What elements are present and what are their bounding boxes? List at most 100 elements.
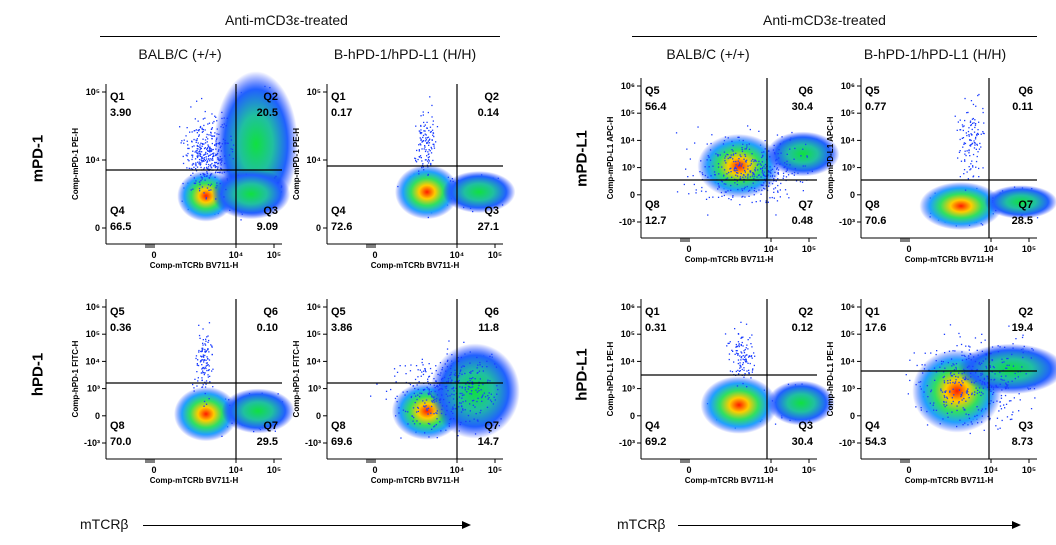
quadrant-name: Q7	[798, 199, 813, 211]
x-tick-label: 10⁴	[229, 465, 243, 475]
quadrant-name: Q1	[865, 306, 880, 318]
quadrant-percent: 0.48	[792, 215, 813, 227]
x-tick-label: 0	[151, 465, 156, 475]
quadrant-percent: 0.77	[865, 101, 886, 113]
quadrant-percent: 72.6	[331, 221, 352, 233]
y-tick-label: 10³	[622, 384, 635, 394]
quadrant-percent: 14.7	[478, 436, 499, 448]
y-axis-title: Comp-hPD-L1 PE-H	[826, 341, 835, 416]
quadrant-name: Q8	[645, 199, 660, 211]
quadrant-percent: 69.6	[331, 436, 352, 448]
quadrant-percent: 19.4	[1012, 322, 1034, 334]
density-peak	[700, 376, 778, 434]
density-peak	[430, 343, 520, 439]
quadrant-name: Q3	[798, 420, 813, 432]
row-label-hpdl1: hPD-L1	[573, 348, 591, 401]
quadrant-percent: 70.0	[110, 436, 131, 448]
quadrant-percent: 8.73	[1012, 436, 1033, 448]
y-tick-label: 10⁴	[86, 356, 100, 366]
density-peak	[211, 168, 291, 220]
quadrant-percent: 0.17	[331, 107, 352, 119]
x-axis-title: Comp-mTCRb BV711-H	[150, 261, 239, 270]
y-tick-label: 10⁴	[621, 356, 635, 366]
y-tick-label: 0	[630, 190, 635, 200]
flow-plot-hpd1-balbc: Q5 0.36 Q6 0.10 Q8 70.0 Q7 29.5 0 10⁴ 10⁵ 10⁶ 10⁵ 10⁴…	[71, 299, 295, 485]
y-tick-label: 10⁵	[621, 329, 635, 339]
y-axis-title: Comp-mPD-1 PE-H	[292, 128, 301, 200]
column-header-balbc-right: BALB/C (+/+)	[666, 46, 750, 62]
y-tick-label: -10³	[619, 438, 635, 448]
x-tick-label: 10⁵	[802, 244, 816, 254]
x-axis-arrowhead-right	[1012, 521, 1021, 529]
quadrant-percent: 0.31	[645, 322, 666, 334]
x-tick-label: 10⁴	[450, 250, 464, 260]
quadrant-percent: 29.5	[257, 436, 278, 448]
quadrant-name: Q5	[865, 85, 880, 97]
y-tick-label: 10³	[842, 384, 855, 394]
density-peak	[766, 131, 840, 177]
quadrant-name: Q8	[331, 420, 346, 432]
x-axis-arrowhead-left	[462, 521, 471, 529]
y-tick-label: 10⁶	[621, 81, 635, 91]
y-tick-label: 10⁵	[307, 87, 321, 97]
quadrant-name: Q4	[865, 420, 881, 432]
y-axis-title: Comp-mPD-L1 APC-H	[606, 116, 615, 199]
event-cloud	[905, 324, 1036, 435]
y-tick-label: 0	[850, 190, 855, 200]
plot-area	[700, 321, 835, 434]
x-tick-label: 0	[906, 244, 911, 254]
quadrant-percent: 69.2	[645, 436, 666, 448]
group-line-right	[632, 36, 1037, 37]
density-peak	[174, 386, 238, 442]
y-tick-label: 0	[316, 223, 321, 233]
x-tick-label: 10⁵	[802, 465, 816, 475]
plot-area	[905, 324, 1056, 435]
flow-plot-mpdl1-humanized: Q5 0.77 Q6 0.11 Q8 70.6 Q7 28.5 0 10⁴ 10⁵ 10⁶ 10⁵ 10⁴…	[826, 78, 1056, 264]
y-tick-label: 10⁵	[621, 108, 635, 118]
quadrant-percent: 0.36	[110, 322, 131, 334]
quadrant-name: Q1	[645, 306, 660, 318]
y-tick-label: 0	[850, 411, 855, 421]
group-line-left	[100, 36, 500, 37]
x-axis-title: Comp-mTCRb BV711-H	[905, 255, 994, 264]
quadrant-name: Q7	[1018, 199, 1033, 211]
quadrant-name: Q5	[331, 306, 346, 318]
y-tick-label: 10⁶	[841, 302, 855, 312]
plot-area	[675, 125, 840, 216]
y-tick-label: 0	[630, 411, 635, 421]
y-tick-label: 10³	[87, 384, 100, 394]
quadrant-percent: 0.11	[1012, 101, 1033, 113]
x-axis-arrow-right	[678, 525, 1013, 526]
y-tick-label: -10³	[619, 217, 635, 227]
y-axis-title: Comp-hPD-1 FITC-H	[292, 340, 301, 417]
x-axis-label-left: mTCRβ	[80, 516, 129, 532]
x-axis-title: Comp-mTCRb BV711-H	[685, 255, 774, 264]
quadrant-name: Q6	[263, 306, 278, 318]
quadrant-name: Q2	[1018, 306, 1033, 318]
y-tick-label: 0	[95, 411, 100, 421]
quadrant-percent: 28.5	[1012, 215, 1033, 227]
y-tick-label: 10⁶	[621, 302, 635, 312]
quadrant-name: Q7	[484, 420, 499, 432]
quadrant-percent: 30.4	[792, 436, 814, 448]
x-tick-label: 0	[372, 465, 377, 475]
x-axis-title: Comp-mTCRb BV711-H	[685, 476, 774, 485]
x-tick-label: 0	[372, 250, 377, 260]
y-tick-label: 10⁵	[841, 329, 855, 339]
quadrant-name: Q4	[110, 205, 126, 217]
quadrant-name: Q6	[484, 306, 499, 318]
y-tick-label: -10³	[84, 438, 100, 448]
x-tick-label: 10⁴	[229, 250, 243, 260]
quadrant-percent: 0.12	[792, 322, 813, 334]
quadrant-percent: 20.5	[257, 107, 278, 119]
quadrant-percent: 27.1	[478, 221, 499, 233]
x-tick-label: 10⁴	[450, 465, 464, 475]
group-title-left: Anti-mCD3ε-treated	[225, 12, 348, 28]
y-axis-title: Comp-mPD-1 PE-H	[71, 128, 80, 200]
y-tick-label: -10³	[305, 438, 321, 448]
quadrant-percent: 56.4	[645, 101, 667, 113]
quadrant-name: Q5	[110, 306, 125, 318]
x-axis-title: Comp-mTCRb BV711-H	[371, 476, 460, 485]
